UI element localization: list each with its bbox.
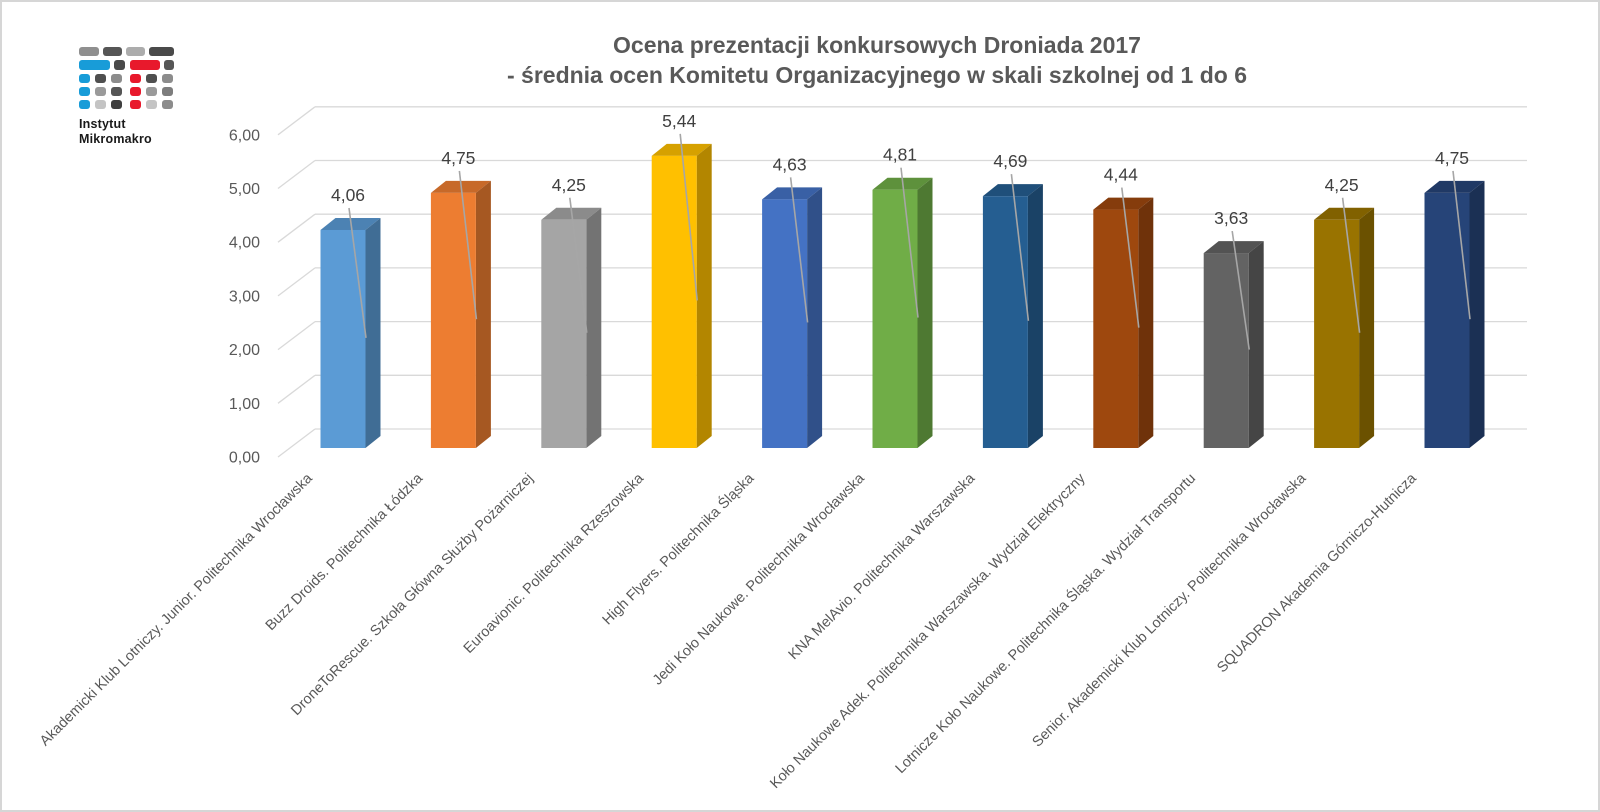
bar-value-label: 4,75 (1435, 148, 1469, 168)
bar (872, 189, 918, 448)
leader-line (1121, 187, 1140, 328)
logo-text: Instytut Mikromakro (79, 117, 199, 147)
bar-value-label: 4,75 (441, 148, 475, 168)
bar-value-label: 4,06 (331, 185, 365, 205)
bar (651, 155, 697, 448)
bar (982, 196, 1028, 448)
logo-dot (111, 87, 122, 96)
category-label: KNA MelAvio. Politechnika Warszawska (786, 470, 979, 663)
logo-dot (162, 74, 173, 83)
chart-title-line1: Ocena prezentacji konkursowych Droniada … (613, 32, 1141, 58)
mikromakro-dot-matrix-icon (79, 47, 175, 110)
leader-line (348, 207, 367, 339)
bar-value-label: 4,44 (1104, 165, 1138, 185)
bar-value-label: 4,25 (1325, 175, 1359, 195)
bar-side-face (1359, 207, 1375, 448)
leader-line (1010, 174, 1030, 321)
chart-title: Ocena prezentacji konkursowych Droniada … (152, 30, 1598, 90)
leader-line (789, 177, 809, 323)
bar-value-label: 5,44 (662, 111, 696, 131)
logo-instytut-mikromakro: Instytut Mikromakro (79, 47, 199, 147)
y-tick-label: 4,00 (229, 235, 260, 252)
gridline-diagonal (277, 159, 316, 190)
y-tick-label: 2,00 (229, 342, 260, 359)
logo-dot (126, 47, 145, 56)
y-tick-label: 6,00 (229, 127, 260, 144)
leader-line (900, 167, 919, 318)
logo-dot (130, 100, 141, 109)
bar-value-label: 4,81 (883, 145, 917, 165)
gridline-diagonal (277, 106, 316, 136)
bar-value-label: 3,63 (1214, 208, 1248, 228)
logo-dot (79, 100, 90, 109)
gridline-diagonal (277, 267, 316, 297)
y-tick-label: 3,00 (229, 288, 260, 305)
leader-line (1341, 197, 1361, 333)
bar (1314, 219, 1360, 448)
y-tick-label: 0,00 (229, 450, 260, 467)
logo-text-line1: Instytut (79, 117, 126, 131)
gridline-diagonal (277, 321, 316, 351)
logo-dot (95, 100, 106, 109)
logo-dot (164, 60, 174, 70)
leader-line (569, 197, 588, 333)
logo-dot (146, 74, 157, 83)
bar-side-face (807, 187, 823, 448)
category-label: SQUADRON Akademia Górniczo-Hutnicza (1214, 470, 1420, 676)
logo-dot (130, 74, 141, 83)
bar-side-face (365, 217, 381, 448)
logo-dot (146, 100, 157, 109)
bar-side-face (917, 177, 933, 448)
y-tick-label: 5,00 (229, 181, 260, 198)
logo-dot (95, 87, 106, 96)
bar (1424, 192, 1470, 448)
bar-side-face (696, 143, 712, 448)
logo-dot (130, 87, 141, 96)
bar-value-label: 4,69 (993, 151, 1027, 171)
bar (320, 229, 366, 448)
bar-value-label: 4,63 (773, 154, 807, 174)
gridline-diagonal (277, 213, 316, 243)
bar-value-label: 4,25 (552, 175, 586, 195)
bar (541, 219, 587, 448)
category-label: DroneToRescue. Szkoła Główna Służby Poża… (288, 471, 536, 719)
bar-side-face (586, 207, 602, 448)
gridline-diagonal (277, 428, 316, 458)
leader-line (679, 133, 698, 301)
logo-dot (162, 87, 173, 96)
logo-dot (79, 47, 99, 56)
leader-line (1452, 170, 1471, 320)
chart-title-line2: - średnia ocen Komitetu Organizacyjnego … (506, 62, 1247, 88)
gridline-diagonal (277, 374, 316, 404)
category-label: Euroavionic. Politechnika Rzeszowska (461, 470, 648, 657)
logo-dot (111, 100, 122, 109)
bar (1093, 209, 1139, 448)
category-label: Jedi Koło Naukowe. Politechnika Wrocławs… (650, 470, 869, 689)
logo-dot (114, 60, 125, 70)
leader-line (1231, 230, 1250, 350)
bar (762, 199, 808, 448)
logo-dot (146, 87, 157, 96)
leader-line (458, 170, 478, 320)
y-tick-label: 1,00 (229, 396, 260, 413)
logo-dot (130, 60, 160, 70)
logo-dot (111, 74, 122, 83)
logo-dot (79, 74, 90, 83)
logo-dot (103, 47, 122, 56)
bar-side-face (475, 180, 491, 449)
logo-text-line2: Mikromakro (79, 132, 152, 146)
logo-dot (79, 60, 110, 70)
bar-side-face (1138, 197, 1154, 448)
bar-side-face (1469, 180, 1485, 449)
logo-dot (95, 74, 106, 83)
logo-dot (149, 47, 174, 56)
bar-side-face (1248, 241, 1264, 448)
bar (430, 192, 476, 448)
bar-side-face (1027, 184, 1043, 448)
bar (1203, 253, 1249, 448)
logo-dot (79, 87, 90, 96)
logo-dot (162, 100, 173, 109)
